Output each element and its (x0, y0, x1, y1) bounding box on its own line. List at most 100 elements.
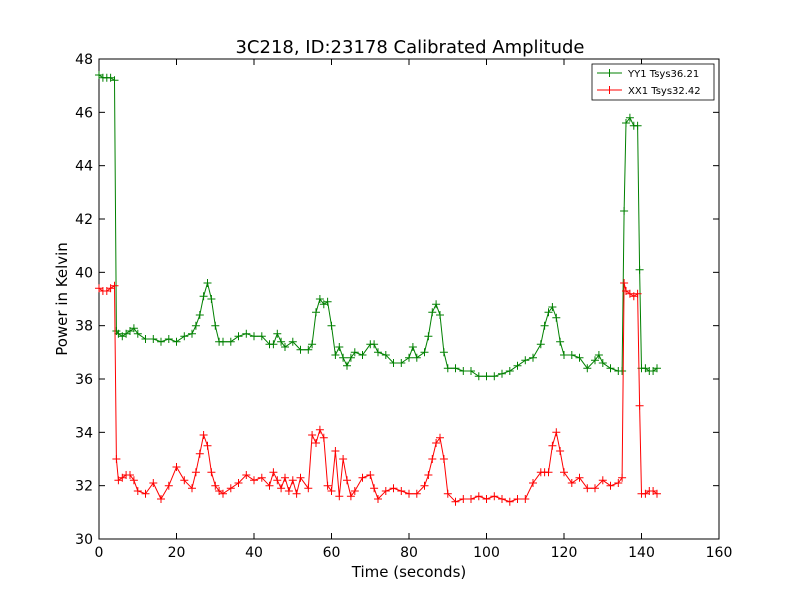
data-point-1-75 (490, 492, 499, 501)
data-point-1-72 (467, 495, 475, 503)
data-point-0-93 (606, 364, 615, 373)
data-point-0-39 (304, 345, 313, 354)
data-point-1-4 (110, 281, 119, 290)
data-point-1-14 (157, 495, 165, 503)
y-tick-label-8: 46 (75, 105, 93, 121)
legend-marker-xx1 (605, 86, 614, 94)
data-point-0-40 (308, 340, 317, 349)
series-0 (95, 71, 661, 381)
data-point-0-81 (540, 321, 549, 330)
chart-title: 3C218, ID:23178 Calibrated Amplitude (235, 37, 584, 58)
data-point-1-42 (308, 431, 317, 439)
data-point-1-10 (129, 476, 138, 485)
data-point-0-35 (277, 337, 286, 346)
data-point-1-21 (199, 431, 208, 439)
data-point-0-45 (327, 321, 336, 330)
data-point-0-84 (552, 313, 561, 322)
data-point-0-80 (536, 340, 545, 349)
data-point-1-19 (191, 468, 200, 477)
data-point-1-86 (556, 447, 565, 455)
data-point-1-79 (521, 495, 530, 503)
data-point-1-94 (614, 479, 623, 487)
data-point-0-36 (281, 343, 289, 351)
data-point-1-48 (331, 447, 340, 455)
data-point-0-86 (560, 351, 568, 359)
data-point-1-53 (350, 487, 359, 495)
data-point-0-33 (269, 340, 278, 349)
data-point-1-41 (304, 484, 313, 493)
data-point-1-44 (315, 425, 324, 434)
data-point-0-49 (343, 361, 351, 370)
data-point-0-95 (618, 367, 627, 375)
data-point-0-100 (633, 121, 642, 130)
data-point-1-88 (567, 479, 576, 487)
data-point-1-39 (292, 489, 301, 498)
data-point-0-68 (443, 364, 452, 373)
data-point-1-11 (133, 487, 142, 495)
data-point-1-77 (505, 497, 514, 506)
data-point-0-64 (428, 308, 437, 317)
data-point-1-54 (358, 473, 367, 482)
data-point-1-64 (424, 471, 433, 479)
y-tick-label-3: 36 (75, 372, 93, 388)
data-point-0-26 (219, 337, 227, 346)
x-tick-label-0: 0 (95, 545, 104, 561)
data-point-1-106 (653, 489, 661, 498)
data-point-0-75 (498, 369, 506, 378)
data-point-1-40 (296, 473, 305, 482)
y-tick-label-5: 40 (75, 265, 93, 281)
data-point-0-52 (358, 351, 367, 359)
data-point-0-76 (505, 367, 514, 375)
data-point-1-69 (443, 489, 452, 498)
data-point-1-15 (164, 481, 173, 490)
data-point-0-60 (408, 343, 417, 351)
legend-label-yy1: YY1 Tsys36.21 (627, 69, 699, 80)
data-point-0-54 (370, 340, 379, 349)
data-point-1-71 (459, 495, 468, 503)
data-point-0-31 (257, 332, 266, 341)
data-point-0-29 (242, 329, 251, 338)
x-tick-label-3: 60 (323, 545, 341, 561)
data-point-1-91 (591, 484, 599, 493)
data-point-1-76 (498, 495, 506, 503)
data-point-0-92 (598, 359, 607, 367)
data-point-0-22 (203, 279, 212, 287)
data-point-0-38 (296, 345, 305, 354)
data-point-0-85 (556, 337, 565, 346)
data-point-0-83 (548, 303, 557, 311)
data-point-0-72 (474, 372, 483, 381)
data-point-1-66 (432, 439, 441, 447)
legend-marker-yy1 (605, 69, 614, 77)
data-point-0-41 (312, 308, 320, 317)
data-point-1-26 (219, 489, 227, 498)
data-point-0-50 (346, 353, 355, 362)
data-point-0-63 (424, 332, 433, 341)
data-point-1-68 (439, 455, 448, 463)
data-point-0-11 (133, 329, 142, 338)
data-point-0-44 (323, 297, 332, 306)
data-point-1-23 (207, 468, 216, 477)
data-point-1-67 (436, 433, 444, 442)
legend-label-xx1: XX1 Tsys32.42 (628, 86, 701, 97)
data-point-0-70 (459, 367, 468, 375)
data-point-1-89 (575, 473, 584, 482)
data-point-1-85 (552, 428, 561, 437)
data-point-1-63 (420, 481, 429, 490)
ticks-layer: 0 20 40 60 80 100 120 140 160 30 32 34 36 38 40 42 44 46 4… (75, 52, 732, 561)
data-point-0-90 (591, 356, 599, 365)
data-point-1-92 (598, 476, 607, 485)
data-point-1-36 (281, 473, 289, 482)
data-point-0-42 (315, 295, 324, 303)
data-point-1-37 (284, 487, 293, 495)
data-point-0-34 (273, 329, 282, 338)
data-point-0-55 (374, 348, 382, 357)
data-point-1-57 (374, 495, 382, 503)
data-point-0-13 (149, 335, 158, 343)
plot-area (98, 58, 720, 540)
data-point-0-57 (389, 359, 398, 367)
data-point-1-51 (343, 476, 351, 485)
data-point-1-5 (112, 455, 121, 463)
y-axis-label: Power in Kelvin (53, 242, 71, 356)
data-point-1-34 (273, 476, 282, 485)
data-point-0-98 (625, 113, 634, 122)
